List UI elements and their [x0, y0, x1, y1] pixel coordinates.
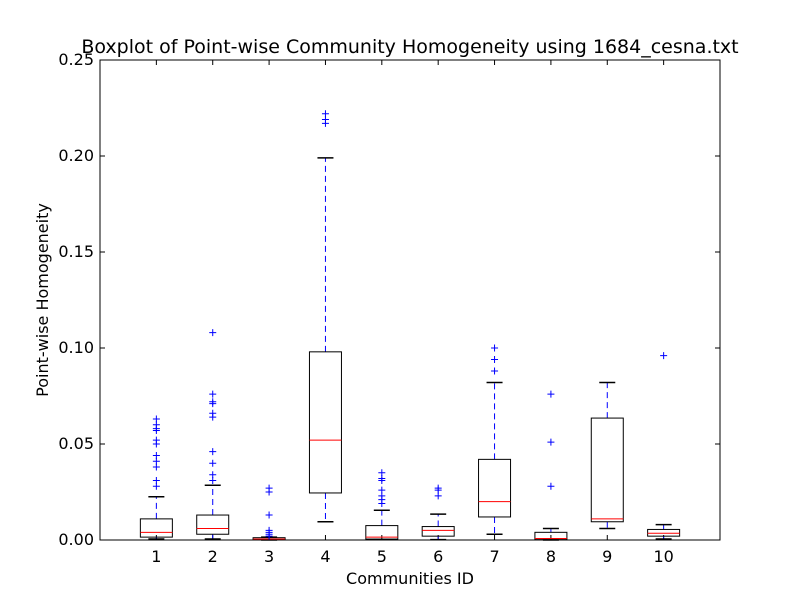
box: [308, 351, 342, 494]
plot-frame: [99, 59, 721, 541]
flier-point: [547, 438, 555, 446]
flier-point: [209, 390, 217, 398]
flier-point: [491, 356, 499, 364]
x-tick-label: 2: [208, 547, 218, 566]
flier-point: [265, 511, 273, 519]
flier-point: [434, 484, 442, 492]
box: [139, 518, 173, 538]
flier-point: [209, 448, 217, 456]
flier-point: [265, 526, 273, 534]
x-tick-label: 10: [653, 547, 673, 566]
flier-point: [152, 476, 160, 484]
x-axis-label: Communities ID: [346, 569, 474, 588]
box: [196, 514, 230, 535]
x-tick-label: 1: [151, 547, 161, 566]
flier-point: [209, 459, 217, 467]
flier-point: [547, 482, 555, 490]
flier-point: [209, 398, 217, 406]
y-axis-label: Point-wise Homogeneity: [33, 203, 52, 397]
x-tick-label: 3: [264, 547, 274, 566]
y-tick-label: 0.05: [58, 434, 94, 453]
flier-point: [378, 486, 386, 494]
chart-title: Boxplot of Point-wise Community Homogene…: [81, 36, 738, 58]
x-tick-label: 8: [546, 547, 556, 566]
y-tick-label: 0.00: [58, 530, 94, 549]
flier-point: [209, 471, 217, 479]
flier-point: [491, 367, 499, 375]
flier-point: [209, 329, 217, 337]
flier-point: [491, 344, 499, 352]
y-tick-label: 0.20: [58, 146, 94, 165]
flier-point: [378, 469, 386, 477]
x-tick-label: 7: [489, 547, 499, 566]
box: [421, 526, 455, 537]
flier-point: [152, 415, 160, 423]
x-tick-label: 5: [377, 547, 387, 566]
box: [478, 458, 512, 518]
y-tick-label: 0.25: [58, 50, 94, 69]
box: [365, 525, 399, 540]
x-tick-label: 9: [602, 547, 612, 566]
y-tick-label: 0.15: [58, 242, 94, 261]
flier-point: [547, 390, 555, 398]
y-tick-label: 0.10: [58, 338, 94, 357]
flier-point: [152, 436, 160, 444]
flier-point: [209, 409, 217, 417]
flier-point: [660, 352, 668, 360]
x-tick-label: 4: [320, 547, 330, 566]
flier-point: [265, 484, 273, 492]
flier-point: [321, 110, 329, 118]
flier-point: [152, 452, 160, 460]
x-tick-label: 6: [433, 547, 443, 566]
box: [590, 417, 624, 523]
plot-marks: 0.00 0.05 0.10 0.15 0.20 0.25 1 2 3 4 5 6 7 8 9 10: [58, 50, 720, 566]
